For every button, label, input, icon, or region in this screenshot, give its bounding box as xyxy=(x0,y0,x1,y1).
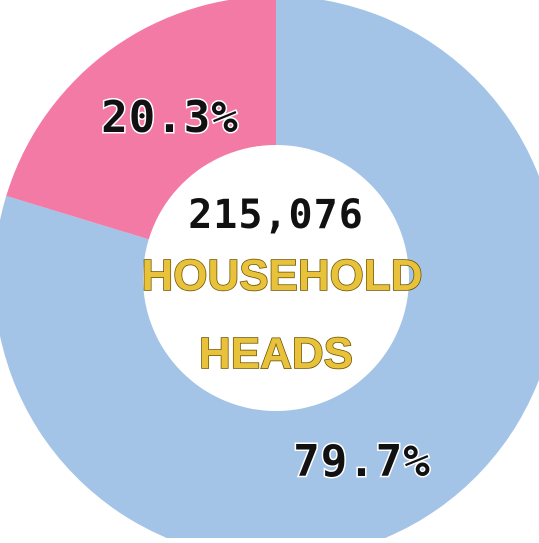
slice-label-1: 79.7% xyxy=(293,436,430,487)
slice-label-2: 20.3% xyxy=(101,92,238,143)
labels-layer: 79.7% 20.3% xyxy=(100,91,431,489)
center-label-line-2: HEADS xyxy=(199,329,353,378)
center-label-line-1: HOUSEHOLD xyxy=(141,251,422,300)
center-total-value: 215,076 xyxy=(188,192,364,238)
center-label: 215,076 HOUSEHOLD HEADS xyxy=(141,192,424,379)
donut-hole xyxy=(143,145,409,411)
